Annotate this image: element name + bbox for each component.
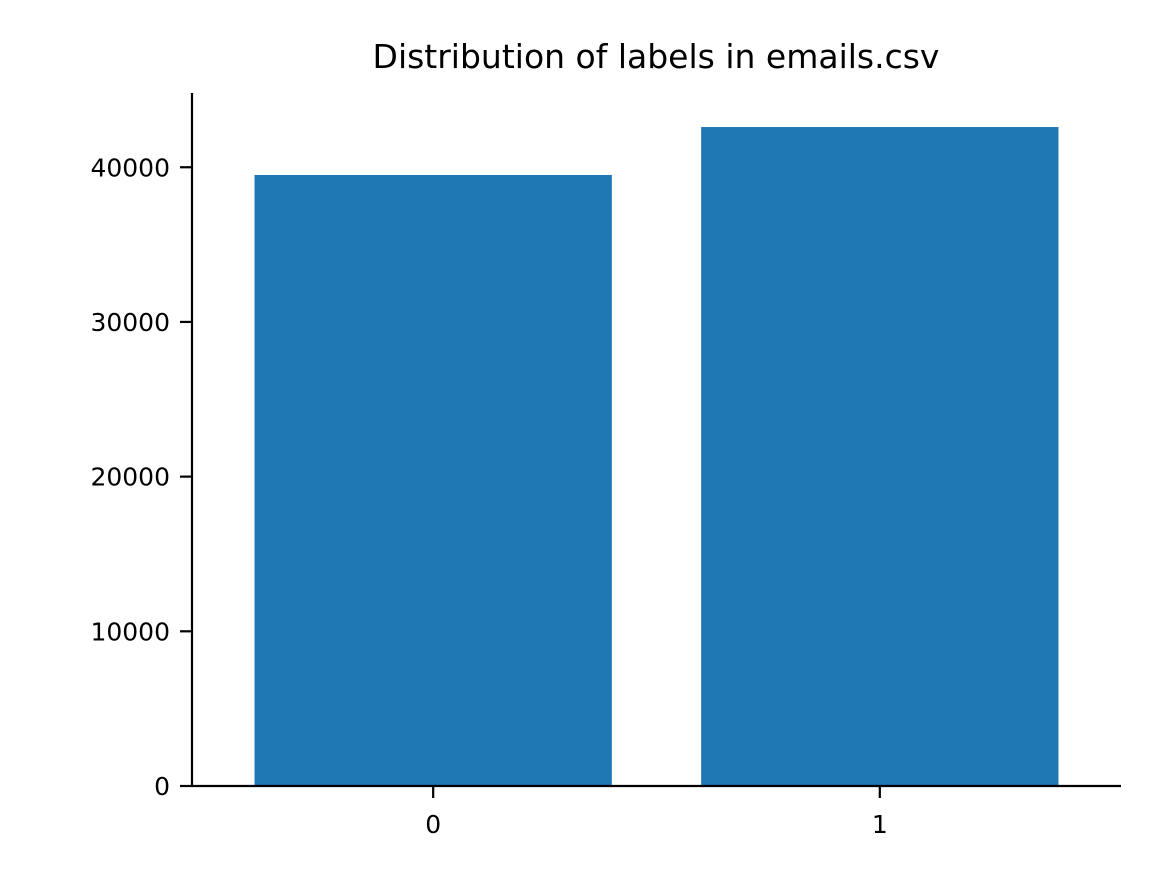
chart-title: Distribution of labels in emails.csv	[373, 37, 940, 76]
y-tick-label: 40000	[90, 153, 170, 182]
x-tick-label: 1	[872, 810, 888, 839]
y-tick-label: 10000	[90, 617, 170, 646]
x-tick-label: 0	[425, 810, 441, 839]
bar-1	[701, 127, 1059, 786]
y-tick-label: 0	[154, 772, 170, 801]
bar-0	[254, 174, 612, 786]
bars-layer	[254, 127, 1059, 786]
y-tick-label: 20000	[90, 463, 170, 492]
y-tick-label: 30000	[90, 308, 170, 337]
axes-layer: 0 10000 20000 30000 40000 0 1	[90, 93, 1121, 839]
